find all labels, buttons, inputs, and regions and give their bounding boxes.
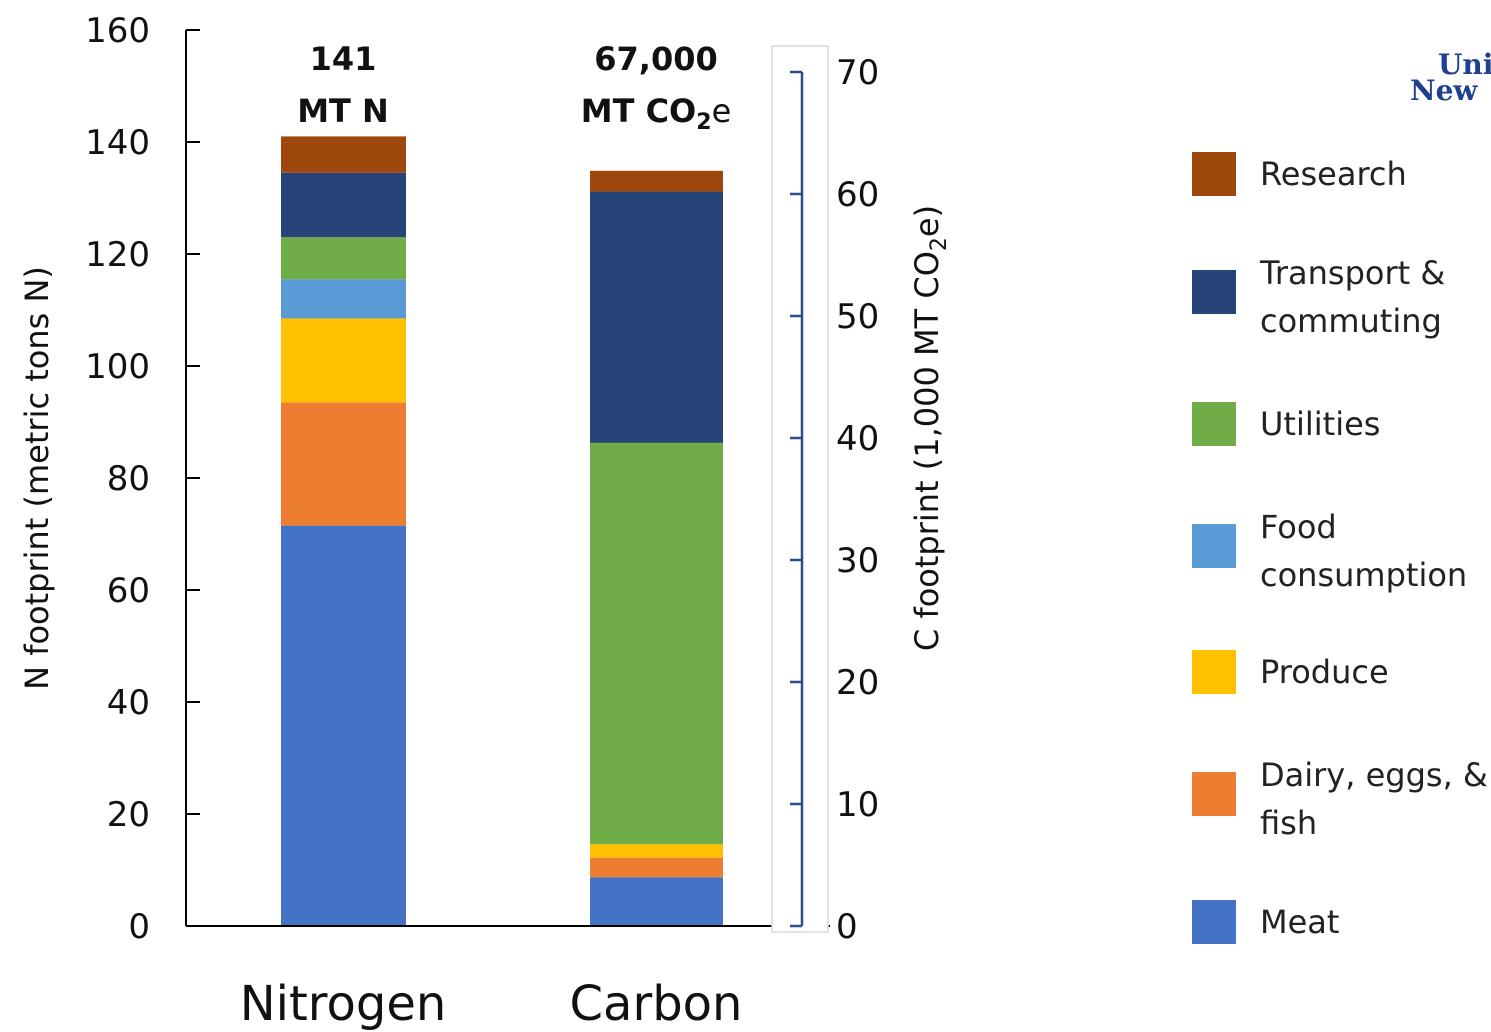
legend: Research Transport & commuting Utilities Foo… <box>1192 152 1488 944</box>
total-label-line2: MT N <box>297 92 389 130</box>
left-tick-label: 80 <box>107 459 150 499</box>
total-unit-end: e <box>712 92 732 130</box>
right-axis-title-sub: 2 <box>927 237 952 251</box>
left-tick-label: 100 <box>85 347 150 387</box>
right-axis-panel <box>771 45 829 933</box>
left-tick-label: 20 <box>107 795 150 835</box>
right-tick-label: 0 <box>836 907 858 947</box>
bar-carbon-utilities <box>590 442 723 845</box>
legend-label-dairy-eggs-fish: fish <box>1260 804 1317 842</box>
bar-carbon-transport-commuting <box>590 191 723 443</box>
legend-label-transport-commuting: commuting <box>1260 302 1442 340</box>
bar-carbon-meat <box>590 877 723 926</box>
total-unit-main: MT CO <box>581 92 697 130</box>
legend-swatch-meat <box>1192 900 1236 944</box>
bar-carbon-produce <box>590 844 723 858</box>
legend-swatch-produce <box>1192 650 1236 694</box>
legend-label-transport-commuting: Transport & <box>1259 254 1445 292</box>
left-tick-label: 60 <box>107 571 150 611</box>
legend-swatch-food-consumption <box>1192 524 1236 568</box>
bar-nitrogen-produce <box>281 318 406 403</box>
legend-swatch-dairy-eggs-fish <box>1192 772 1236 816</box>
legend-label-produce: Produce <box>1260 653 1389 691</box>
bar-nitrogen-dairy-eggs-fish <box>281 402 406 526</box>
right-axis-title: C footprint (1,000 MT CO2e) <box>908 205 952 651</box>
legend-label-food-consumption: consumption <box>1260 556 1467 594</box>
total-label-line1: 141 <box>310 40 377 78</box>
legend-swatch-transport-commuting <box>1192 270 1236 314</box>
right-axis-title-end: e) <box>908 205 946 237</box>
right-tick-label: 40 <box>836 419 879 459</box>
left-tick-label: 140 <box>85 123 150 163</box>
legend-label-utilities: Utilities <box>1260 405 1380 443</box>
bars-layer <box>281 136 723 926</box>
left-tick-label: 40 <box>107 683 150 723</box>
bar-carbon-research <box>590 170 723 192</box>
right-tick-label: 50 <box>836 297 879 337</box>
legend-label-meat: Meat <box>1260 903 1339 941</box>
right-tick-label: 70 <box>836 53 879 93</box>
bar-carbon-dairy-eggs-fish <box>590 857 723 878</box>
axes-layer: 0 20 40 60 80 100 120 140 160 0 10 20 30 40 50 60 70 <box>85 11 879 947</box>
right-tick-label: 30 <box>836 541 879 581</box>
total-label-line1: 67,000 <box>594 40 717 78</box>
category-label-carbon: Carbon <box>570 976 743 1032</box>
bar-nitrogen-utilities <box>281 237 406 280</box>
total-label-line2: MT CO2e <box>581 92 732 135</box>
right-tick-label: 60 <box>836 175 879 215</box>
left-tick-label: 120 <box>85 235 150 275</box>
legend-label-food-consumption: Food <box>1260 508 1337 546</box>
labels-layer: N footprint (metric tons N) C footprint (… <box>18 40 952 1032</box>
right-axis-title-main: C footprint (1,000 MT CO <box>908 251 946 651</box>
logo-text-line1: Uni <box>1438 48 1491 81</box>
bar-nitrogen-research <box>281 136 406 173</box>
legend-swatch-utilities <box>1192 402 1236 446</box>
category-label-nitrogen: Nitrogen <box>240 976 447 1032</box>
right-tick-label: 20 <box>836 663 879 703</box>
legend-swatch-research <box>1192 152 1236 196</box>
right-tick-label: 10 <box>836 785 879 825</box>
logo-text-line2: New <box>1410 74 1478 107</box>
legend-label-research: Research <box>1260 155 1407 193</box>
left-axis-title: N footprint (metric tons N) <box>18 266 56 690</box>
legend-label-dairy-eggs-fish: Dairy, eggs, & <box>1260 756 1488 794</box>
bar-nitrogen-food-consumption <box>281 279 406 319</box>
bar-nitrogen-transport-commuting <box>281 172 406 238</box>
total-unit-sub: 2 <box>696 110 711 135</box>
left-tick-label: 0 <box>128 907 150 947</box>
total-unit-main: MT N <box>297 92 389 130</box>
left-tick-label: 160 <box>85 11 150 51</box>
bar-nitrogen-meat <box>281 525 406 926</box>
